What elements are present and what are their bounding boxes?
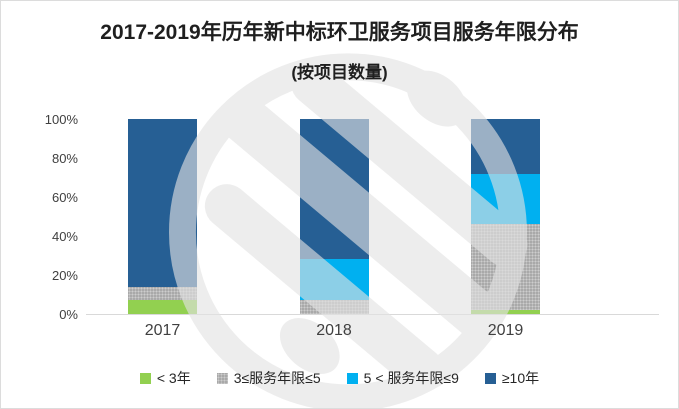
chart-title: 2017-2019年历年新中标环卫服务项目服务年限分布 [100, 21, 579, 44]
y-axis-tick: 0% [59, 306, 78, 322]
legend-swatch-icon [216, 372, 228, 384]
chart-subtitle: (按项目数量) [291, 63, 388, 82]
bar-2019-segment-3≤服务年限≤5 [471, 224, 540, 311]
x-axis-label-2017: 2017 [144, 322, 181, 339]
bar-2017-segment-≥10年 [128, 119, 197, 287]
legend-item-< 3年: < 3年 [139, 368, 191, 388]
legend-item-3≤服务年限≤5: 3≤服务年限≤5 [216, 368, 321, 388]
y-axis-tick: 20% [51, 267, 78, 283]
legend-swatch-icon [139, 372, 151, 384]
bar-2018-segment-≥10年 [299, 119, 369, 260]
legend-item-5 < 服务年限≤9: 5 < 服务年限≤9 [346, 368, 459, 388]
bar-2017-segment-< 3年 [128, 300, 197, 314]
bar-2019-segment-5 < 服务年限≤9 [471, 173, 540, 225]
legend-label: 3≤服务年限≤5 [233, 370, 321, 386]
legend-label: < 3年 [156, 370, 191, 386]
y-axis-tick: 80% [51, 150, 78, 166]
bar-2019-segment-≥10年 [471, 119, 540, 174]
chart-legend: < 3年 3≤服务年限≤5 5 < 服务年限≤9 ≥10年 [1, 368, 678, 388]
bar-2019-segment-< 3年 [471, 310, 540, 314]
bar-2018-segment-5 < 服务年限≤9 [299, 259, 369, 301]
legend-item-≥10年: ≥10年 [484, 368, 540, 388]
y-axis-tick: 60% [51, 189, 78, 205]
bar-2017-segment-3≤服务年限≤5 [128, 286, 197, 301]
x-axis-label-2018: 2018 [316, 322, 352, 339]
y-axis-tick: 40% [51, 228, 78, 244]
bar-2018-segment-3≤服务年限≤5 [299, 300, 369, 314]
bar-2018 [299, 119, 369, 314]
legend-label: ≥10年 [501, 370, 540, 386]
bar-2019 [471, 119, 540, 314]
x-axis-label-2019: 2019 [487, 322, 524, 339]
x-axis-baseline [86, 314, 659, 315]
y-axis-tick: 100% [44, 111, 78, 127]
bar-2017 [128, 119, 197, 314]
legend-swatch-icon [484, 372, 496, 384]
legend-label: 5 < 服务年限≤9 [363, 370, 459, 386]
legend-swatch-icon [346, 372, 358, 384]
